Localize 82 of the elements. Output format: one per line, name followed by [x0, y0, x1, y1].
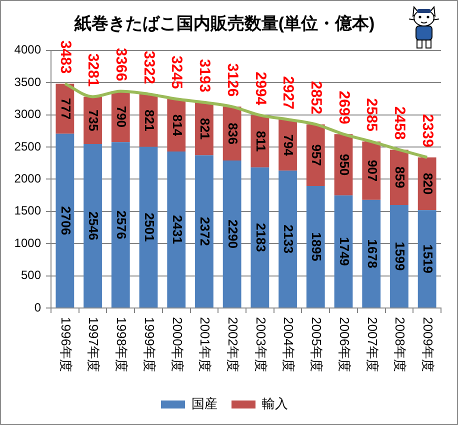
data-label: 957 [309, 144, 324, 166]
data-label: 2706 [58, 206, 74, 236]
y-tick-label: 3500 [14, 74, 42, 89]
data-label: 2699 [335, 90, 352, 124]
y-tick-label: 1000 [14, 236, 42, 250]
x-tick-label: 2005年度 [309, 317, 324, 372]
data-label: 2458 [391, 106, 408, 140]
data-label: 3126 [224, 63, 241, 97]
bar [390, 205, 408, 308]
data-label: 1599 [392, 242, 408, 271]
data-label: 1895 [309, 232, 324, 262]
data-label: 2546 [86, 211, 102, 240]
x-tick-label: 1999年度 [142, 317, 157, 372]
data-label: 2183 [253, 222, 268, 252]
bar [278, 170, 297, 308]
y-tick-label: 1500 [14, 204, 42, 218]
data-label: 3193 [196, 58, 214, 92]
data-label: 2372 [198, 216, 213, 246]
bar [195, 155, 214, 308]
data-label: 2852 [308, 80, 324, 114]
y-tick-label: 500 [20, 268, 42, 282]
x-tick-label: 2009年度 [420, 317, 436, 372]
data-label: 2576 [114, 210, 130, 240]
bar [334, 195, 353, 308]
x-tick-label: 2008年度 [392, 317, 408, 372]
x-tick-label: 2006年度 [336, 317, 352, 372]
data-label: 3322 [140, 50, 158, 84]
y-tick-label: 2500 [14, 139, 42, 154]
data-label: 1749 [336, 236, 352, 266]
data-label: 1519 [420, 244, 436, 274]
data-label: 3483 [56, 40, 74, 74]
legend-label: 国産 [192, 396, 218, 412]
chart-title: 紙巻きたばこ国内販売数量(単位・億本) [73, 14, 375, 33]
bar [250, 167, 270, 308]
data-label: 821 [142, 110, 157, 132]
data-label: 821 [198, 118, 213, 140]
data-label: 950 [336, 154, 352, 176]
y-tick-label: 3000 [14, 107, 42, 122]
data-label: 777 [58, 98, 74, 120]
data-label: 3366 [112, 48, 130, 82]
bar [111, 142, 130, 308]
bar [56, 134, 74, 308]
data-label: 820 [420, 172, 436, 195]
data-label: 907 [364, 160, 380, 182]
data-label: 811 [253, 130, 268, 152]
legend-label: 輸入 [262, 396, 288, 412]
bar [222, 160, 242, 308]
x-tick-label: 2002年度 [225, 317, 240, 372]
data-label: 2927 [280, 76, 297, 110]
data-label: 814 [170, 114, 185, 137]
x-tick-label: 1997年度 [86, 317, 102, 372]
y-tick-label: 4000 [14, 42, 42, 57]
bar [362, 200, 381, 308]
data-label: 790 [114, 106, 130, 128]
data-label: 735 [86, 110, 102, 132]
x-tick-label: 1996年度 [58, 317, 74, 372]
data-label: 2585 [363, 98, 380, 132]
data-label: 2431 [170, 215, 185, 244]
x-tick-label: 2001年度 [198, 317, 213, 372]
data-label: 859 [392, 166, 408, 188]
x-tick-label: 2007年度 [364, 317, 380, 372]
data-label: 1678 [364, 239, 380, 268]
y-tick-label: 2000 [14, 172, 42, 186]
data-label: 3245 [168, 56, 186, 90]
data-label: 2133 [281, 224, 296, 254]
bar [167, 151, 186, 308]
data-label: 2339 [418, 114, 436, 148]
data-label: 2290 [225, 220, 240, 248]
x-tick-label: 2003年度 [253, 317, 268, 372]
bar [84, 144, 102, 308]
x-tick-label: 2000年度 [170, 317, 185, 372]
x-tick-label: 2004年度 [281, 317, 296, 372]
y-tick-label: 0 [34, 300, 42, 314]
data-label: 794 [281, 134, 296, 157]
bar [139, 146, 158, 308]
bar [306, 186, 325, 308]
x-tick-label: 1998年度 [114, 317, 130, 372]
data-label: 2501 [142, 212, 157, 242]
data-label: 2994 [252, 72, 269, 106]
data-label: 3281 [84, 53, 102, 87]
bar [418, 210, 436, 308]
data-label: 836 [225, 122, 240, 144]
